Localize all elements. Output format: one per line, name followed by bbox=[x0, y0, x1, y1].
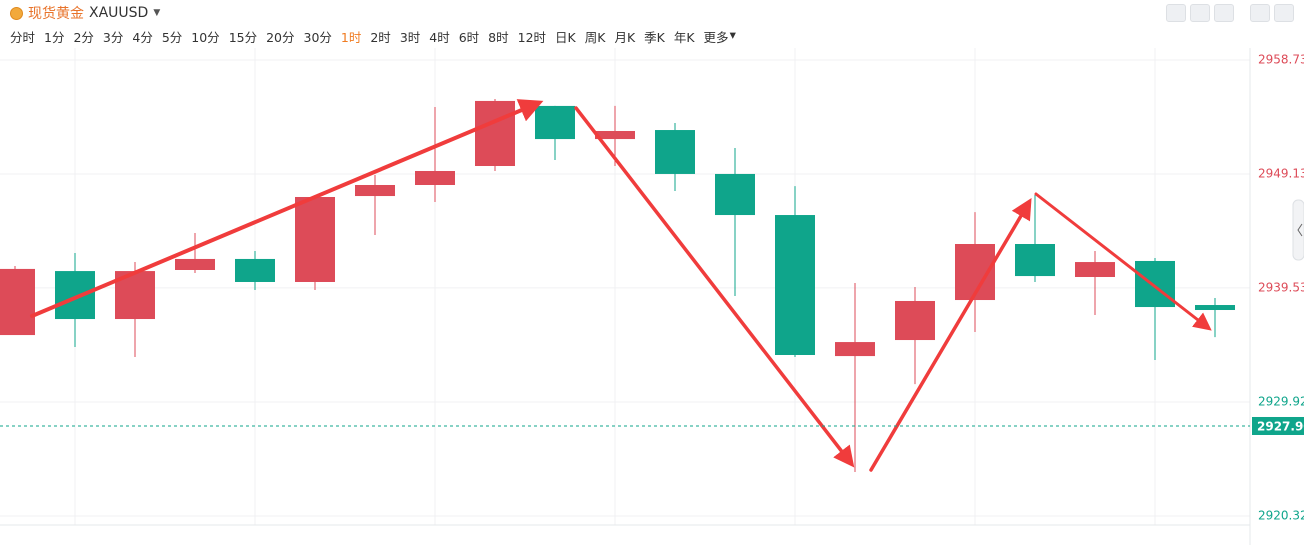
candle-body bbox=[835, 342, 875, 357]
interval-button[interactable]: 4时 bbox=[429, 30, 450, 45]
candle-body bbox=[775, 215, 815, 355]
candle-body bbox=[175, 258, 215, 270]
interval-button[interactable]: 2时 bbox=[370, 30, 391, 45]
spacer bbox=[1238, 4, 1246, 22]
interval-button[interactable]: 月K bbox=[614, 30, 636, 45]
candle-body bbox=[415, 170, 455, 185]
tool-button[interactable] bbox=[1190, 4, 1210, 22]
candle-body bbox=[595, 130, 635, 140]
interval-button[interactable]: 5分 bbox=[161, 30, 183, 45]
toolbar: 现货黄金 XAUUSD ▼ 分时 1分 2分 3分 4分 5分 10分 15分 20分 30分 1时… bbox=[0, 0, 1304, 48]
annotation-arrows bbox=[30, 99, 1212, 472]
interval-bar: 分时 1分 2分 3分 4分 5分 10分 15分 20分 30分 1时 2时 3时 4时 6时 8时 12时日… bbox=[10, 27, 736, 46]
symbol-selector[interactable]: 现货黄金 XAUUSD ▼ bbox=[10, 3, 160, 23]
candle-body bbox=[1075, 262, 1115, 278]
y-tick-label: 2958.73 bbox=[1258, 52, 1304, 66]
interval-button[interactable]: 周K bbox=[584, 30, 606, 45]
candle-body bbox=[655, 130, 695, 174]
y-tick-label: 2939.53 bbox=[1258, 280, 1304, 294]
interval-button[interactable]: 12时 bbox=[517, 30, 547, 45]
interval-button[interactable]: 8时 bbox=[488, 30, 509, 45]
arrow bbox=[30, 99, 544, 318]
candles bbox=[0, 99, 1235, 473]
y-tick-label: 2929.92 bbox=[1258, 395, 1304, 409]
title: 现货黄金 bbox=[28, 6, 84, 22]
interval-button[interactable]: 分时 bbox=[10, 30, 36, 45]
arrow bbox=[869, 197, 1032, 472]
tool-buttons bbox=[1166, 4, 1294, 22]
candle-body bbox=[535, 105, 575, 140]
candle-body bbox=[895, 300, 935, 341]
symbol: XAUUSD bbox=[89, 5, 149, 21]
arrow bbox=[1034, 192, 1212, 331]
y-tick-label: 2920.32 bbox=[1258, 508, 1304, 522]
candle-body bbox=[235, 258, 275, 282]
candle-body bbox=[715, 173, 755, 216]
interval-button[interactable]: 2分 bbox=[73, 30, 94, 45]
interval-button[interactable]: 15分 bbox=[228, 30, 258, 45]
arrow bbox=[574, 106, 855, 468]
coin-icon bbox=[10, 6, 23, 20]
interval-button[interactable]: 20分 bbox=[266, 30, 295, 45]
y-tick-label: 2949.13 bbox=[1258, 166, 1304, 180]
interval-button[interactable]: 更多 bbox=[703, 30, 729, 45]
current-price-label: 2927.90 bbox=[1257, 419, 1304, 433]
tool-button[interactable] bbox=[1274, 4, 1294, 22]
interval-button[interactable]: 日K bbox=[555, 30, 576, 45]
interval-button[interactable]: 1时 bbox=[340, 30, 362, 45]
grid bbox=[0, 48, 1250, 525]
interval-button[interactable]: 4分 bbox=[132, 30, 153, 45]
candle-body bbox=[1015, 243, 1055, 277]
interval-button[interactable]: 3分 bbox=[102, 30, 124, 45]
candle-body bbox=[475, 100, 515, 167]
interval-button[interactable]: 年K bbox=[673, 30, 695, 45]
caret: ▾ bbox=[729, 27, 736, 42]
current-price-box bbox=[1252, 416, 1304, 435]
candle-body bbox=[295, 196, 335, 282]
interval-button[interactable]: 3时 bbox=[399, 30, 421, 45]
side-tab-icon bbox=[1297, 223, 1303, 237]
interval-button[interactable]: 30分 bbox=[303, 30, 332, 45]
candle-body bbox=[1135, 260, 1175, 308]
candle-body bbox=[1195, 305, 1235, 311]
tool-button[interactable] bbox=[1214, 4, 1234, 22]
interval-button[interactable]: 1分 bbox=[44, 30, 65, 45]
candle-body bbox=[55, 271, 95, 320]
candle-body bbox=[355, 184, 395, 197]
candle-body bbox=[0, 268, 35, 336]
caret: ▼ bbox=[153, 8, 161, 18]
interval-button[interactable]: 10分 bbox=[191, 30, 220, 45]
tool-button[interactable] bbox=[1250, 4, 1270, 22]
interval-button[interactable]: 季K bbox=[644, 30, 665, 45]
tool-button[interactable] bbox=[1166, 4, 1186, 22]
interval-button[interactable]: 6时 bbox=[458, 30, 480, 45]
